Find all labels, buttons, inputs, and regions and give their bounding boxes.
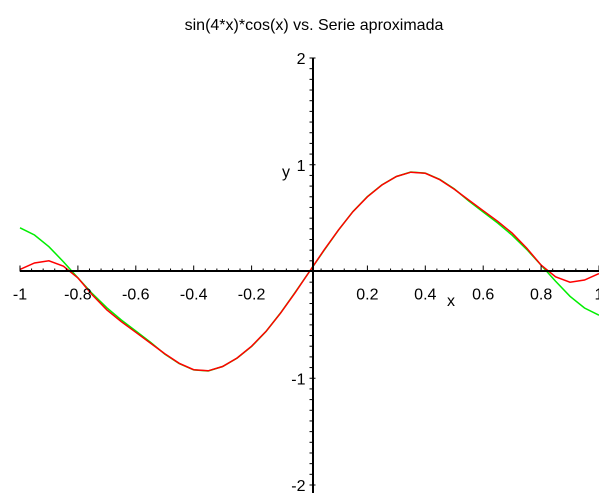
x-axis-label: x xyxy=(447,293,455,310)
x-tick-label: 0.2 xyxy=(356,287,378,304)
x-tick-label: 1 xyxy=(595,287,599,304)
x-tick-label: -0.4 xyxy=(180,287,208,304)
y-tick-label: 1 xyxy=(297,158,306,175)
x-tick-label: -0.6 xyxy=(122,287,150,304)
y-axis-label: y xyxy=(282,164,290,181)
y-tick-label: -2 xyxy=(291,478,305,493)
x-tick-label: -1 xyxy=(13,287,27,304)
x-tick-label: 0.6 xyxy=(472,287,494,304)
tick-labels: -1 -0.8 -0.6 -0.4 -0.2 0.2 0.4 0.6 0.8 1 2 1 -1 -2 xyxy=(13,51,599,493)
tick-marks xyxy=(19,57,599,486)
chart-title: sin(4*x)*cos(x) vs. Serie aproximada xyxy=(185,17,444,34)
x-tick-label: -0.2 xyxy=(238,287,266,304)
x-tick-label: 0.4 xyxy=(414,287,436,304)
y-tick-label: 2 xyxy=(297,51,306,68)
axes xyxy=(20,58,599,493)
y-tick-label: -1 xyxy=(291,371,305,388)
x-tick-label: 0.8 xyxy=(530,287,552,304)
x-tick-label: -0.8 xyxy=(64,287,92,304)
